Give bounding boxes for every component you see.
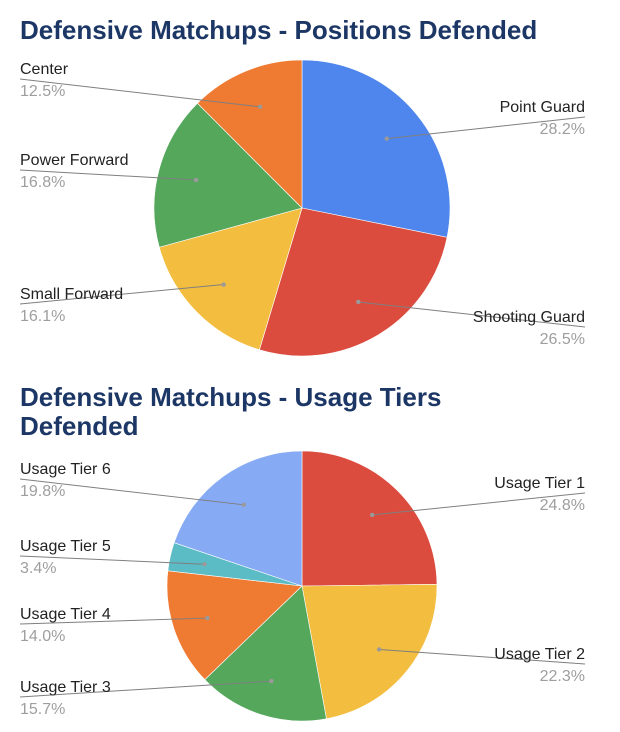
leader-dot-usage-tier-5 (202, 562, 207, 567)
slice-label-usage-tier-2: Usage Tier 2 (494, 646, 585, 663)
slice-label-power-forward: Power Forward (20, 152, 128, 169)
leader-line-small-forward (19, 284, 224, 305)
leader-dot-point-guard (384, 136, 389, 141)
slice-label-point-guard: Point Guard (500, 99, 585, 116)
leader-line-usage-tier-5 (19, 555, 205, 565)
slice-label-usage-tier-4: Usage Tier 4 (20, 606, 111, 623)
slice-value-center: 12.5% (20, 83, 65, 100)
leader-line-usage-tier-2 (379, 648, 586, 665)
chart-title-usage-tiers: Defensive Matchups - Usage Tiers Defende… (20, 382, 442, 441)
leader-line-usage-tier-1 (372, 492, 586, 516)
pie-slice-usage-tier-1 (301, 450, 438, 587)
leader-dot-usage-tier-6 (241, 502, 246, 508)
leader-dot-center (257, 104, 263, 110)
pie-slice-usage-tier-4 (166, 570, 303, 681)
leader-line-power-forward (19, 169, 197, 181)
slice-label-shooting-guard: Shooting Guard (473, 309, 585, 326)
leader-dot-usage-tier-2 (376, 647, 382, 652)
pie-slice-power-forward (153, 102, 303, 248)
leader-line-center (19, 78, 261, 108)
leader-dot-small-forward (221, 282, 226, 287)
slice-value-small-forward: 16.1% (20, 308, 65, 325)
slice-value-usage-tier-1: 24.8% (540, 497, 585, 514)
slice-label-usage-tier-3: Usage Tier 3 (20, 679, 111, 696)
leader-line-usage-tier-6 (19, 478, 244, 506)
leader-line-usage-tier-3 (19, 680, 272, 698)
pie-slice-point-guard (301, 59, 451, 238)
leader-dot-shooting-guard (356, 299, 361, 305)
slice-label-center: Center (20, 61, 69, 78)
pie-slice-usage-tier-6 (173, 450, 303, 587)
slice-value-usage-tier-6: 19.8% (20, 483, 65, 500)
slice-label-usage-tier-6: Usage Tier 6 (20, 461, 111, 478)
leader-line-shooting-guard (358, 301, 586, 328)
slice-label-usage-tier-1: Usage Tier 1 (494, 475, 585, 492)
pie-chart-usage-tiers: Usage Tier 1 24.8% Usage Tier 2 22.3% Usage … (19, 450, 586, 722)
slice-value-usage-tier-5: 3.4% (20, 560, 56, 577)
chart-title-positions: Defensive Matchups - Positions Defended (20, 15, 538, 45)
leader-dot-usage-tier-4 (205, 615, 210, 621)
leader-line-usage-tier-4 (19, 617, 208, 625)
leader-dot-usage-tier-1 (369, 512, 375, 518)
leader-dot-usage-tier-3 (269, 678, 274, 684)
leader-line-point-guard (386, 116, 586, 140)
pie-slice-shooting-guard (259, 207, 448, 357)
slice-label-small-forward: Small Forward (20, 286, 123, 303)
pie-slice-usage-tier-2 (301, 584, 438, 720)
slice-value-shooting-guard: 26.5% (540, 331, 585, 348)
pie-slice-center (197, 59, 303, 209)
pie-slice-small-forward (158, 207, 303, 351)
slice-label-usage-tier-5: Usage Tier 5 (20, 538, 111, 555)
slice-value-point-guard: 28.2% (540, 121, 585, 138)
slice-value-usage-tier-4: 14.0% (20, 628, 65, 645)
leader-dot-power-forward (193, 177, 199, 183)
slice-value-power-forward: 16.8% (20, 174, 65, 191)
pie-chart-positions: Point Guard 28.2% Shooting Guard 26.5% Small… (19, 59, 586, 357)
pie-slice-usage-tier-3 (204, 585, 327, 722)
slice-value-usage-tier-3: 15.7% (20, 701, 65, 718)
slice-value-usage-tier-2: 22.3% (540, 668, 585, 685)
